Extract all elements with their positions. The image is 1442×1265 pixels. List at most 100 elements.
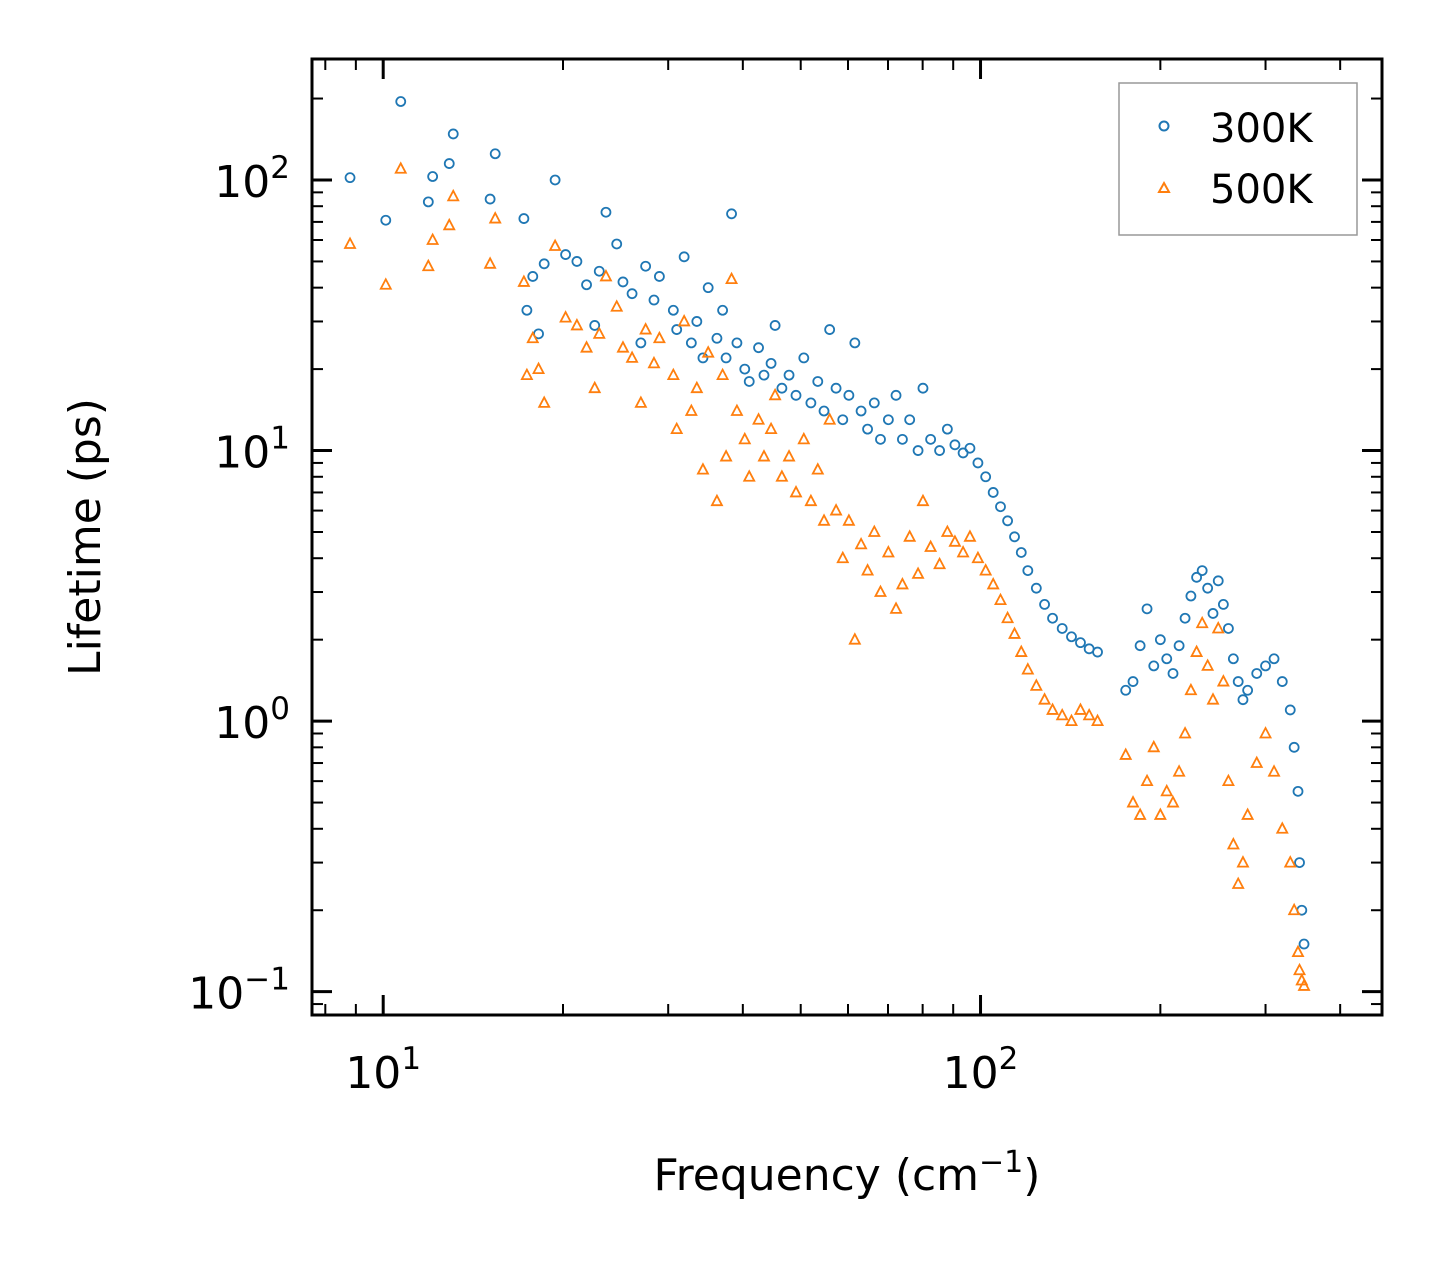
tick-label-base: 10 [214,428,270,479]
data-point [599,269,613,282]
data-point [379,277,393,290]
axis-ticks [312,59,1382,1015]
data-point [1140,773,1154,787]
data-point [986,577,1000,590]
data-point [1148,660,1160,672]
data-point [1141,603,1153,615]
data-point [881,545,895,558]
data-point [1292,785,1304,797]
data-point [716,367,730,381]
data-point [964,442,976,454]
data-point [873,584,887,597]
data-point [972,457,984,469]
data-point [1294,857,1305,868]
data-point [817,513,831,526]
data-point [1283,855,1297,868]
data-point [1046,702,1060,715]
data-point [1022,565,1034,576]
tick-label-exponent: 0 [270,691,290,727]
tick-label: 100 [214,691,290,749]
data-point [867,524,881,537]
data-point [670,421,684,435]
data-point [934,445,945,456]
data-point [971,550,985,564]
data-point [1196,565,1208,576]
data-point [1275,821,1289,834]
data-point [696,462,710,475]
data-point [1207,608,1219,619]
data-point [739,363,751,375]
data-point [1133,807,1147,820]
tick-label-exponent: 1 [270,421,290,457]
data-point [963,529,977,542]
data-point [549,174,561,186]
data-point [738,431,752,445]
data-point [948,534,962,547]
data-point [720,352,732,364]
data-point [875,433,886,445]
data-point [912,445,924,456]
tick-label: 10−1 [188,962,290,1020]
data-point [1250,755,1264,768]
data-point [538,258,550,270]
data-point [1268,653,1280,665]
data-point [823,412,837,425]
data-point [782,449,796,462]
data-point [979,563,993,576]
tick-label-base: 10 [188,969,244,1020]
data-point [625,350,639,363]
data-point [805,397,817,409]
data-point [1236,855,1250,868]
data-point [422,196,434,208]
data-point [987,487,999,498]
data-point [980,471,992,483]
tick-label: 102 [943,1041,1019,1099]
data-point [843,389,855,401]
data-point [427,171,439,182]
data-point [1291,944,1305,958]
data-point [654,271,665,282]
data-point [1202,582,1214,594]
legend-marker-300k [1158,120,1170,132]
data-point [1161,653,1173,665]
data-point [1237,694,1249,706]
data-point [811,462,825,475]
data-point [1226,837,1240,850]
data-point [1014,644,1028,657]
data-point [768,387,782,401]
data-point [634,395,648,408]
tick-label-base: 10 [214,157,270,208]
legend-label-500k: 500K [1210,167,1314,213]
data-point [1039,599,1050,610]
data-point [726,208,737,220]
x-axis-title: Frequency (cm−1) [654,1145,1041,1201]
data-point [581,279,592,291]
data-point [570,318,584,331]
data-point [1008,626,1022,639]
data-point [1212,575,1224,587]
data-point [701,345,715,358]
data-point [483,256,497,269]
data-point [812,376,824,387]
data-point [797,431,811,445]
data-point [764,421,778,435]
data-point [1288,741,1300,753]
data-point [521,304,533,316]
data-point [882,414,894,426]
data-point [1259,726,1273,739]
data-point [842,513,856,526]
data-point [571,256,583,267]
data-point [1154,634,1166,646]
tick-label-base: 10 [943,1048,999,1099]
data-point [640,260,652,272]
data-point [685,337,697,349]
data-point [1056,623,1068,634]
data-point [1119,747,1133,760]
data-point [344,172,356,184]
data-point [600,206,612,218]
data-point [890,389,902,401]
data-point [742,469,756,482]
data-point [916,493,930,507]
data-point [903,529,917,542]
